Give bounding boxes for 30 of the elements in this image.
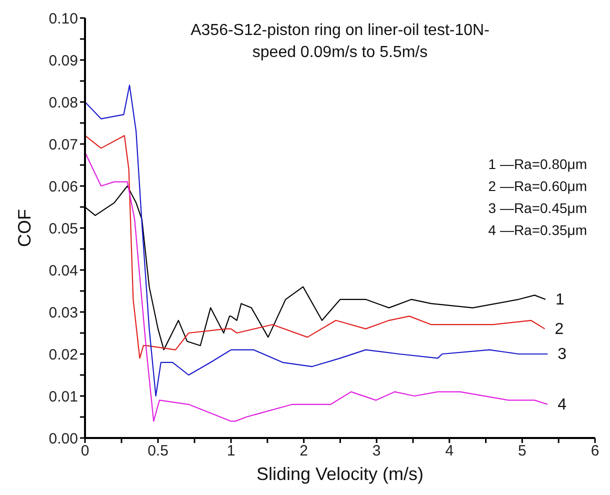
y-tick-label: 0.05 bbox=[48, 220, 78, 238]
series-label: 1 bbox=[555, 291, 564, 308]
x-tick-label: 5 bbox=[518, 442, 526, 460]
annotation: 3 —Ra=0.45μm bbox=[488, 199, 587, 218]
series-label: 2 bbox=[554, 320, 564, 338]
x-tick-label: 3 bbox=[372, 442, 381, 460]
x-axis-title: Sliding Velocity (m/s) bbox=[255, 463, 425, 486]
y-tick-label: 0.04 bbox=[48, 262, 78, 280]
y-tick-label: 0.07 bbox=[48, 136, 78, 154]
annotation: 4 —Ra=0.35μm bbox=[488, 221, 587, 240]
y-tick-label: 0.02 bbox=[48, 346, 78, 364]
x-tick-label: 6 bbox=[590, 442, 600, 460]
text: A356-S12-piston ring on liner-oil test-10N-speed 0.09m/s to 5.5m/s bbox=[190, 21, 490, 63]
annotation: 2 —Ra=0.60μm bbox=[488, 177, 587, 196]
x-tick-label: 0.5 bbox=[148, 442, 168, 460]
series-label: 3 bbox=[558, 346, 567, 363]
x-tick-label: 0 bbox=[80, 442, 90, 460]
x-tick-label: 4 bbox=[445, 442, 454, 460]
y-tick-label: 0.09 bbox=[48, 52, 78, 70]
x-tick-label: 1 bbox=[226, 442, 236, 460]
series-label: 4 bbox=[558, 396, 567, 414]
x-tick-label: 2 bbox=[300, 442, 308, 460]
y-tick-label: 0.03 bbox=[48, 304, 78, 322]
y-tick-label: 0.00 bbox=[48, 430, 78, 448]
y-axis-title: COF bbox=[14, 209, 34, 247]
y-tick-label: 0.06 bbox=[48, 178, 78, 196]
annotation: 1 —Ra=0.80μm bbox=[488, 155, 587, 174]
y-tick-label: 0.08 bbox=[48, 94, 78, 112]
y-tick-label: 0.01 bbox=[48, 388, 78, 406]
y-tick-label: 0.10 bbox=[48, 10, 78, 28]
